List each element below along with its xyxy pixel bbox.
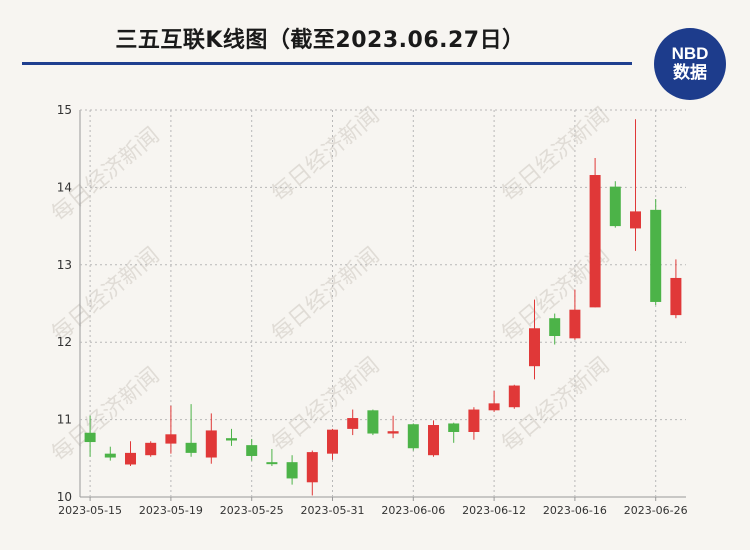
candle-body: [205, 430, 217, 458]
x-tick-label: 2023-06-16: [543, 504, 607, 517]
candle-body: [670, 277, 682, 316]
candle-body: [226, 438, 237, 441]
candle-body: [508, 385, 520, 408]
candle-body: [165, 434, 177, 444]
candle-body: [650, 209, 662, 302]
candle-body: [125, 452, 136, 465]
candle-body: [246, 445, 258, 456]
candle-body: [428, 425, 439, 456]
y-tick-label: 14: [57, 180, 72, 194]
candle-body: [327, 429, 338, 454]
y-tick-label: 15: [57, 103, 72, 117]
candle-body: [609, 186, 621, 227]
candle-body: [104, 453, 116, 458]
candle-body: [145, 442, 157, 456]
candle-body: [266, 462, 278, 465]
nbd-logo: NBD 数据: [654, 28, 726, 100]
candle-body: [306, 452, 318, 483]
candle-body: [488, 403, 500, 411]
x-tick-label: 2023-06-12: [462, 504, 526, 517]
candle-body: [286, 462, 298, 479]
y-tick-label: 11: [57, 413, 72, 427]
x-tick-label: 2023-06-06: [381, 504, 445, 517]
logo-brand: NBD: [671, 44, 709, 63]
candle-body: [630, 211, 641, 229]
candle-body: [549, 318, 561, 337]
candle-body: [387, 431, 399, 434]
candle-body: [185, 442, 197, 453]
watermark-text: 每日经济新闻: [267, 243, 384, 347]
y-tick-label: 12: [57, 335, 72, 349]
chart-title: 三五互联K线图（截至2023.06.27日）: [115, 28, 525, 53]
candle-body: [448, 423, 460, 432]
x-tick-label: 2023-05-31: [301, 504, 365, 517]
x-tick-label: 2023-06-26: [624, 504, 688, 517]
candle-body: [347, 418, 359, 429]
candle-body: [367, 410, 379, 434]
candle-body: [569, 309, 581, 339]
y-tick-label: 13: [57, 258, 72, 272]
candle-body: [407, 424, 419, 449]
candle-body: [589, 175, 601, 308]
watermark-text: 每日经济新闻: [267, 103, 384, 207]
title-underline: [22, 62, 632, 65]
x-tick-label: 2023-05-15: [58, 504, 122, 517]
y-tick-label: 10: [57, 490, 72, 504]
x-tick-label: 2023-05-25: [220, 504, 284, 517]
logo-subtitle: 数据: [673, 63, 707, 83]
watermark-text: 每日经济新闻: [267, 353, 384, 457]
candle-body: [468, 409, 480, 432]
x-tick-label: 2023-05-19: [139, 504, 203, 517]
candle-body: [529, 328, 540, 367]
watermark-text: 每日经济新闻: [47, 123, 164, 227]
candle-body: [84, 432, 96, 443]
